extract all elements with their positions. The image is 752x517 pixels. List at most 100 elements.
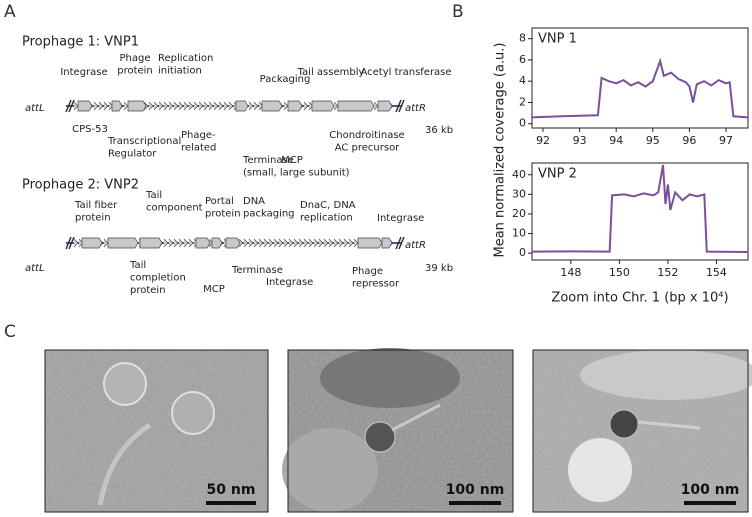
- phage-head: [103, 362, 147, 406]
- gene: [293, 238, 299, 248]
- gene: [107, 237, 139, 249]
- micrograph: 100 nm: [282, 348, 514, 513]
- gene: [93, 101, 99, 111]
- gene-label: Integrase: [377, 213, 424, 224]
- gene: [223, 101, 229, 111]
- gene-label: Portal: [205, 196, 234, 207]
- gene: [81, 237, 103, 249]
- x-tick-label: 92: [536, 134, 550, 147]
- gene: [198, 101, 204, 111]
- y-tick-label: 6: [519, 53, 526, 66]
- gene: [163, 101, 169, 111]
- map-title: Prophage 1: VNP1: [22, 35, 139, 50]
- gene: [178, 101, 184, 111]
- gene-label: Regulator: [108, 149, 157, 160]
- y-axis-label: Mean normalized coverage (a.u.): [493, 42, 508, 257]
- gene: [235, 100, 249, 112]
- gene: [211, 237, 223, 249]
- gene: [225, 237, 241, 249]
- gene-label: replication: [300, 213, 353, 224]
- gene: [178, 238, 184, 248]
- micrograph: 50 nm: [44, 349, 269, 513]
- att-right: attR: [405, 103, 426, 114]
- gene-label: Terminase: [242, 155, 294, 166]
- gene-label: DNA: [243, 196, 265, 207]
- gene: [343, 238, 349, 248]
- gene: [243, 238, 249, 248]
- gene-label: protein: [117, 66, 153, 77]
- phage-tail: [637, 420, 701, 430]
- panel-label: B: [452, 2, 464, 22]
- gene-label: initiation: [158, 66, 202, 77]
- gene-label: Tail fiber: [74, 200, 118, 211]
- gene: [338, 238, 344, 248]
- gene-label: DnaC, DNA: [300, 200, 356, 211]
- genome-length: 36 kb: [425, 125, 453, 136]
- gene-label: Terminase: [231, 265, 283, 276]
- debris: [580, 350, 752, 400]
- x-tick-label: 96: [682, 134, 696, 147]
- gene-label: Tail assembly: [297, 67, 365, 78]
- y-tick-label: 0: [519, 117, 526, 130]
- gene: [261, 100, 283, 112]
- scale-bar-label: 100 nm: [446, 482, 505, 498]
- gene-label: Transcriptional: [107, 136, 181, 147]
- gene-label: Tail: [129, 260, 146, 271]
- gene: [238, 238, 244, 248]
- gene: [333, 101, 339, 111]
- gene: [163, 238, 169, 248]
- gene-label: protein: [130, 285, 166, 296]
- gene-label: Replication: [158, 53, 213, 64]
- att-left: attL: [25, 103, 45, 114]
- gene: [173, 101, 179, 111]
- gene-label: Integrase: [266, 277, 313, 288]
- att-right: attR: [405, 240, 426, 251]
- panel-label: C: [4, 322, 16, 342]
- gene: [213, 101, 219, 111]
- micrograph-frame: [532, 349, 749, 513]
- gene: [381, 237, 393, 249]
- gene: [308, 238, 314, 248]
- x-tick-label: 97: [719, 134, 733, 147]
- gene-label: Integrase: [60, 67, 107, 78]
- y-tick-label: 30: [512, 187, 526, 200]
- gene-label: Chondroitinase: [329, 130, 404, 141]
- gene: [311, 100, 335, 112]
- gene-label: Phage: [120, 53, 151, 64]
- gene: [283, 101, 289, 111]
- x-tick-label: 148: [560, 266, 581, 279]
- x-axis-label: Zoom into Chr. 1 (bp x 10⁴): [551, 291, 728, 306]
- gene: [218, 101, 224, 111]
- gene: [98, 101, 104, 111]
- phage-tail: [391, 403, 441, 432]
- gene: [318, 238, 324, 248]
- x-tick-label: 154: [706, 266, 727, 279]
- debris: [282, 428, 378, 512]
- gene: [377, 100, 393, 112]
- x-tick-label: 152: [657, 266, 678, 279]
- gene: [373, 101, 379, 111]
- gene: [328, 238, 334, 248]
- gene: [173, 238, 179, 248]
- gene: [208, 101, 214, 111]
- gene-label: (small, large subunit): [243, 168, 350, 179]
- gene: [188, 101, 194, 111]
- gene-label: completion: [130, 273, 186, 284]
- gene: [228, 101, 234, 111]
- micrograph-noise: [45, 350, 268, 512]
- gene: [168, 238, 174, 248]
- scale-bar-label: 100 nm: [681, 482, 740, 498]
- x-tick-label: 95: [646, 134, 660, 147]
- gene: [73, 101, 79, 111]
- y-tick-label: 8: [519, 32, 526, 45]
- phage-head: [171, 391, 215, 435]
- y-tick-label: 10: [512, 227, 526, 240]
- x-tick-label: 150: [609, 266, 630, 279]
- gene: [278, 238, 284, 248]
- gene: [123, 101, 129, 111]
- y-tick-label: 2: [519, 95, 526, 108]
- gene: [103, 238, 109, 248]
- gene: [333, 238, 339, 248]
- gene-label: Packaging: [260, 74, 311, 85]
